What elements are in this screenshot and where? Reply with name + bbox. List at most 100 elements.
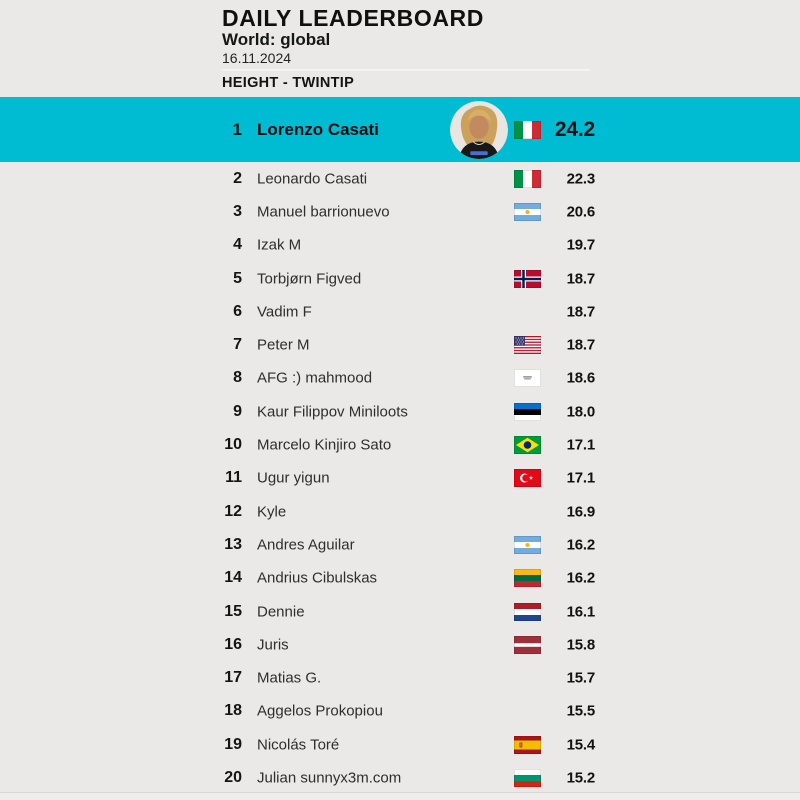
header-divider <box>222 69 590 71</box>
player-name: Julian sunnyx3m.com <box>257 769 402 787</box>
player-name: Ugur yigun <box>257 469 330 487</box>
player-name: Manuel barrionuevo <box>257 203 390 221</box>
flag-spain-icon <box>514 735 541 754</box>
score: 15.8 <box>566 636 596 654</box>
rank: 1 <box>232 119 242 139</box>
player-name: Marcelo Kinjiro Sato <box>257 436 392 454</box>
player-avatar <box>450 100 508 159</box>
leaderboard-row[interactable]: 8 AFG :) mahmood 18.6 <box>0 362 800 395</box>
rank: 17 <box>224 669 242 687</box>
leaderboard-row[interactable]: 3 Manuel barrionuevo 20.6 <box>0 195 800 228</box>
rank: 16 <box>224 635 242 653</box>
rank: 15 <box>224 602 242 620</box>
player-name: Aggelos Prokopiou <box>257 702 383 720</box>
score: 24.2 <box>554 117 595 141</box>
score: 16.1 <box>566 603 596 620</box>
score: 15.7 <box>566 669 596 687</box>
score: 17.1 <box>566 436 596 454</box>
score: 18.0 <box>566 403 596 421</box>
player-name: Vadim F <box>257 303 312 321</box>
score: 22.3 <box>566 170 596 188</box>
leaderboard-row[interactable]: 5 Torbjørn Figved 18.7 <box>0 262 800 295</box>
rank: 3 <box>233 202 242 220</box>
player-name: Lorenzo Casati <box>257 119 379 139</box>
leaderboard-row[interactable]: 20 Julian sunnyx3m.com 15.2 <box>0 761 800 794</box>
flag-netherlands-icon <box>514 602 541 621</box>
leaderboard-row[interactable]: 12 Kyle 16.9 <box>0 495 800 528</box>
score: 20.6 <box>566 203 596 221</box>
score: 18.7 <box>566 336 596 354</box>
player-name: Izak M <box>257 236 302 254</box>
flag-brazil-icon <box>514 436 541 455</box>
rank: 12 <box>224 502 242 520</box>
rank: 10 <box>224 436 242 454</box>
score: 15.2 <box>566 769 596 787</box>
date-label: 16.11.2024 <box>222 50 292 66</box>
leaderboard-row[interactable]: 7 Peter M 18.7 <box>0 328 800 361</box>
world-subtitle: World: global <box>222 30 331 49</box>
flag-argentina-icon <box>514 535 541 554</box>
score: 17.1 <box>566 469 596 487</box>
flag-norway-icon <box>514 269 541 288</box>
rank: 14 <box>224 569 242 587</box>
rank: 2 <box>233 169 242 187</box>
flag-estonia-icon <box>514 402 541 421</box>
leaderboard-row[interactable]: 6 Vadim F 18.7 <box>0 295 800 328</box>
player-name: Matias G. <box>257 669 322 687</box>
score: 15.5 <box>566 702 596 720</box>
score: 16.9 <box>566 503 596 521</box>
rank: 9 <box>233 402 242 420</box>
footer-strip <box>0 793 800 800</box>
section-title: HEIGHT - TWINTIP <box>222 75 355 91</box>
leaderboard-row[interactable]: 19 Nicolás Toré 15.4 <box>0 728 800 761</box>
player-name: Kaur Filippov Miniloots <box>257 403 408 421</box>
flag-italy-icon <box>514 120 541 139</box>
score: 16.2 <box>566 569 596 587</box>
score: 19.7 <box>566 236 596 254</box>
rank: 19 <box>224 735 242 753</box>
leaderboard-row[interactable]: 2 Leonardo Casati 22.3 <box>0 162 800 195</box>
flag-latvia-icon <box>514 635 541 654</box>
rank: 6 <box>233 302 242 320</box>
flag-italy-icon <box>514 169 541 188</box>
bottom-divider <box>0 792 800 793</box>
flag-turkey-icon <box>514 469 541 488</box>
leaderboard-row[interactable]: 13 Andres Aguilar 16.2 <box>0 528 800 561</box>
flag-lithuania-icon <box>514 569 541 588</box>
leaderboard-row[interactable]: 9 Kaur Filippov Miniloots 18.0 <box>0 395 800 428</box>
leaderboard-row[interactable]: 18 Aggelos Prokopiou 15.5 <box>0 695 800 728</box>
rank: 20 <box>224 768 242 786</box>
leaderboard-row[interactable]: 10 Marcelo Kinjiro Sato 17.1 <box>0 428 800 461</box>
leaderboard-row[interactable]: 11 Ugur yigun 17.1 <box>0 462 800 495</box>
player-name: Dennie <box>257 603 305 620</box>
score: 18.6 <box>566 369 596 387</box>
player-name: Torbjørn Figved <box>257 270 362 288</box>
leaderboard-row[interactable]: 17 Matias G. 15.7 <box>0 661 800 694</box>
player-name: Nicolás Toré <box>257 736 340 754</box>
player-name: Andrius Cibulskas <box>257 569 378 587</box>
flag-usa-icon <box>514 336 541 355</box>
rank: 11 <box>225 469 242 487</box>
flag-argentina-icon <box>514 202 541 221</box>
leaderboard-row[interactable]: 1 Lorenzo Casati 24.2 <box>0 97 800 162</box>
player-name: Leonardo Casati <box>257 170 368 188</box>
player-name: AFG :) mahmood <box>257 369 373 387</box>
player-name: Juris <box>257 636 289 654</box>
page-title: DAILY LEADERBOARD <box>222 5 484 31</box>
player-name: Peter M <box>257 336 310 354</box>
leaderboard-list: 1 Lorenzo Casati 24.2 2 Leonardo Casati … <box>0 97 800 795</box>
rank: 8 <box>233 369 242 387</box>
flag-bulgaria-icon <box>514 768 541 787</box>
flag-afghanistan-icon <box>514 369 541 388</box>
score: 18.7 <box>566 303 596 321</box>
header: DAILY LEADERBOARD World: global 16.11.20… <box>222 0 800 97</box>
rank: 13 <box>224 535 242 553</box>
score: 16.2 <box>566 536 596 554</box>
leaderboard-row[interactable]: 4 Izak M 19.7 <box>0 229 800 262</box>
player-name: Andres Aguilar <box>257 536 355 554</box>
leaderboard-row[interactable]: 15 Dennie 16.1 <box>0 595 800 628</box>
leaderboard-row[interactable]: 16 Juris 15.8 <box>0 628 800 661</box>
leaderboard-row[interactable]: 14 Andrius Cibulskas 16.2 <box>0 562 800 595</box>
rank: 18 <box>224 702 242 720</box>
